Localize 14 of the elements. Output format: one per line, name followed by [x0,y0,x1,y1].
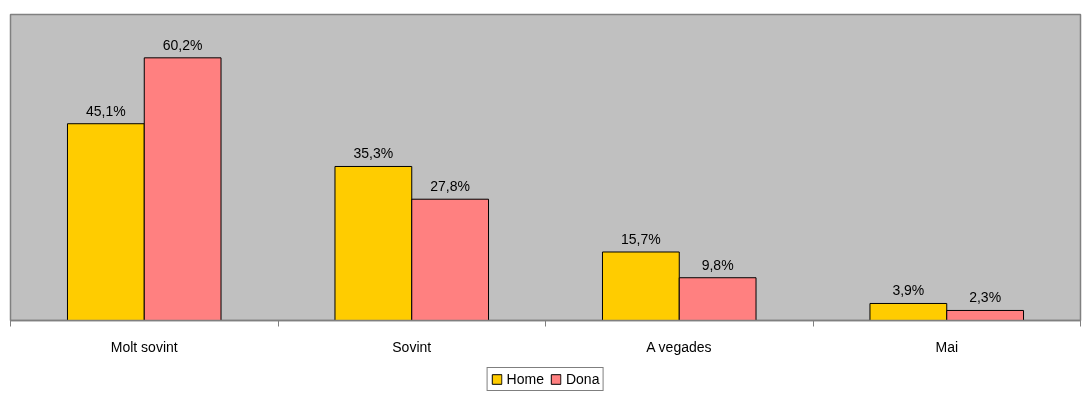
x-tick-label: Sovint [392,338,432,355]
data-label: 27,8% [430,178,470,195]
data-label: 2,3% [969,289,1002,306]
x-tick-label: Mai [935,338,959,355]
legend-label: Home [506,371,544,387]
data-label: 9,8% [701,256,734,273]
data-label: 35,3% [353,145,394,162]
data-label: 45,1% [86,102,126,119]
legend-label: Dona [565,371,600,387]
data-label: 3,9% [892,282,925,299]
x-tick-label: Molt sovint [110,338,178,355]
data-label: 15,7% [621,231,661,247]
x-tick-label: A vegades [646,338,712,355]
data-label: 60,2% [162,36,203,53]
